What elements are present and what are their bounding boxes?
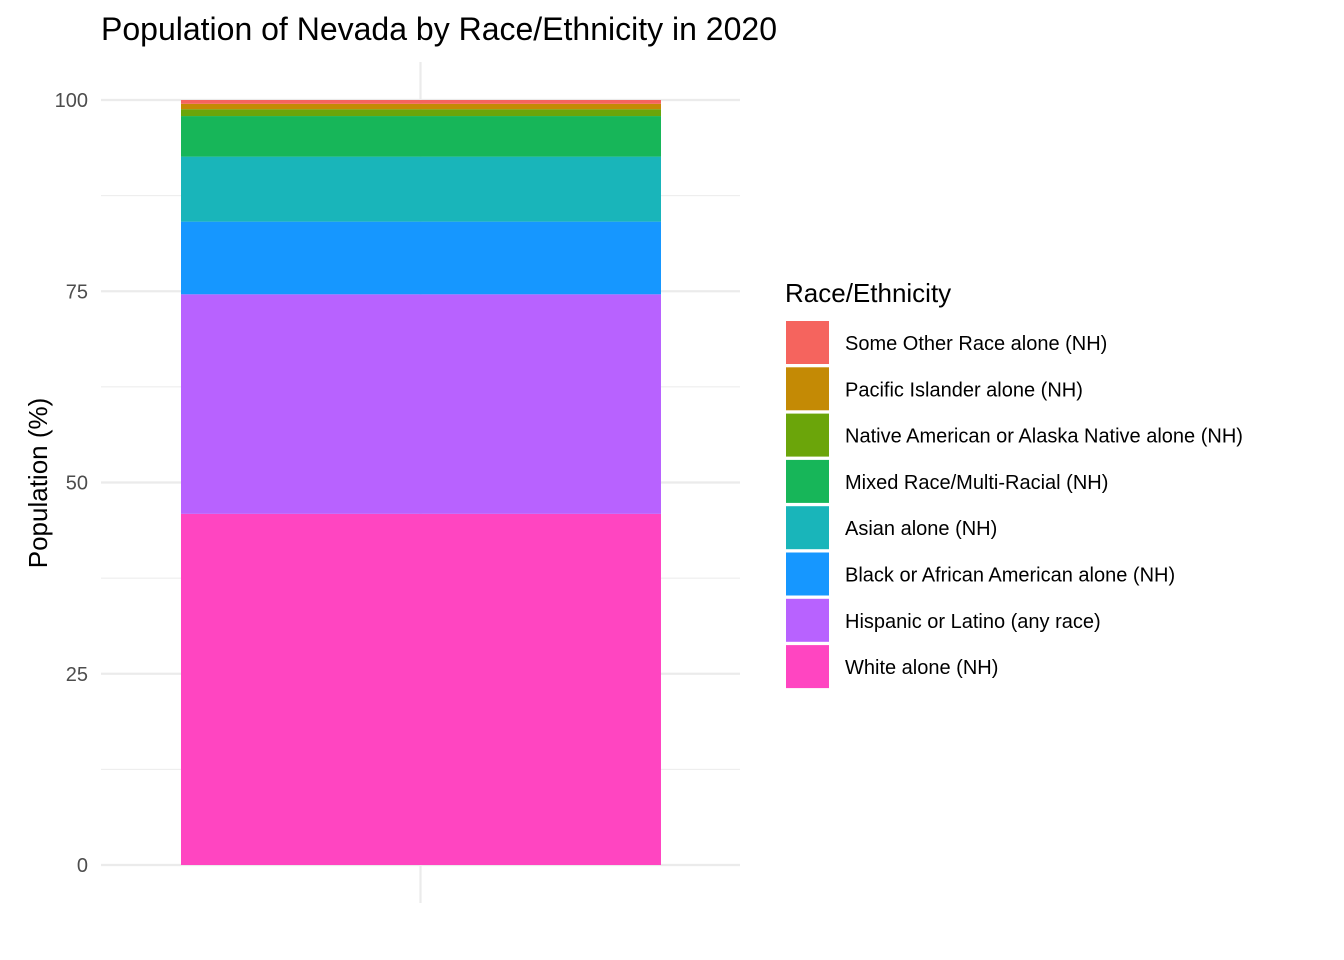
legend-key (786, 367, 829, 411)
legend: Race/Ethnicity Some Other Race alone (NH… (785, 278, 1243, 689)
y-tick-label: 0 (77, 855, 88, 877)
legend-key (786, 552, 829, 596)
legend-label: Hispanic or Latino (any race) (845, 611, 1101, 633)
legend-key (786, 413, 829, 457)
legend-label: Native American or Alaska Native alone (… (845, 426, 1243, 448)
legend-key (786, 506, 829, 550)
bar-segment (181, 100, 661, 104)
bar-segment (181, 221, 661, 295)
chart-title: Population of Nevada by Race/Ethnicity i… (101, 11, 777, 47)
y-tick-label: 50 (66, 473, 88, 495)
legend-label: Mixed Race/Multi-Racial (NH) (845, 472, 1108, 494)
legend-title: Race/Ethnicity (785, 278, 951, 308)
legend-label: Black or African American alone (NH) (845, 565, 1175, 587)
y-axis-title: Population (%) (23, 398, 53, 569)
legend-key (786, 598, 829, 642)
legend-key (786, 321, 829, 364)
y-tick-label: 75 (66, 281, 88, 303)
stacked-bar (181, 100, 661, 865)
y-axis: 0 25 50 75 100 (55, 90, 88, 877)
bar-segment (181, 513, 661, 865)
legend-label: Asian alone (NH) (845, 518, 997, 540)
legend-label: White alone (NH) (845, 657, 998, 679)
bar-segment (181, 109, 661, 117)
y-tick-label: 100 (55, 90, 88, 112)
legend-label: Pacific Islander alone (NH) (845, 379, 1083, 401)
legend-key (786, 459, 829, 503)
bar-segment (181, 156, 661, 222)
bar-segment (181, 294, 661, 514)
legend-key (786, 645, 829, 689)
bar-segment (181, 116, 661, 157)
legend-label: Some Other Race alone (NH) (845, 333, 1107, 355)
y-tick-label: 25 (66, 664, 88, 686)
bar-segment (181, 103, 661, 110)
